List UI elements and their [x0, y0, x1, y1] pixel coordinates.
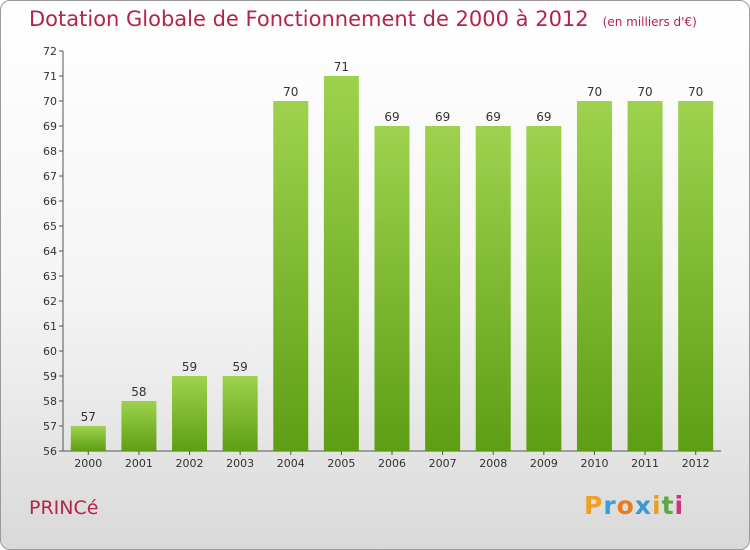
bar: [475, 126, 511, 451]
x-tick-label: 2007: [429, 457, 457, 470]
data-label: 69: [536, 110, 551, 124]
logo-letter: P: [584, 491, 604, 520]
bar: [172, 376, 208, 451]
chart-axes: 56 57 58 59 60 61 62 63 64 65 66 67 68 69 70 71 72 2000 20…: [43, 45, 721, 470]
commune-name: PRINCé: [29, 497, 99, 519]
x-tick-label: 2001: [125, 457, 153, 470]
chart-title: Dotation Globale de Fonctionnement de 20…: [29, 7, 697, 31]
bar: [627, 101, 663, 451]
x-tick-label: 2006: [378, 457, 406, 470]
logo-letter: r: [603, 491, 617, 520]
x-tick-label: 2003: [226, 457, 254, 470]
y-tick-label: 67: [43, 170, 57, 183]
data-label: 69: [435, 110, 450, 124]
bar: [526, 126, 562, 451]
x-tick-label: 2009: [530, 457, 558, 470]
y-tick-label: 70: [43, 95, 57, 108]
y-tick-label: 72: [43, 45, 57, 58]
x-tick-label: 2004: [277, 457, 305, 470]
y-tick-label: 64: [43, 245, 57, 258]
y-tick-label: 59: [43, 370, 57, 383]
bar: [121, 401, 157, 451]
data-label: 70: [587, 85, 602, 99]
data-label: 70: [637, 85, 652, 99]
x-tick-label: 2008: [479, 457, 507, 470]
bar: [678, 101, 714, 451]
x-tick-label: 2011: [631, 457, 659, 470]
logo-letter: x: [634, 491, 652, 520]
bar: [374, 126, 410, 451]
proxiti-logo: Proxiti: [584, 491, 684, 520]
logo-letter: o: [616, 491, 635, 520]
x-tick-label: 2012: [682, 457, 710, 470]
logo-letter: t: [661, 491, 675, 520]
data-label: 69: [486, 110, 501, 124]
data-label: 59: [182, 360, 197, 374]
chart-data-labels: 57 58 59 59 70 71 69 69 69 69 70 70 70: [81, 60, 704, 424]
data-label: 59: [233, 360, 248, 374]
y-tick-label: 65: [43, 220, 57, 233]
title-text: Dotation Globale de Fonctionnement de 20…: [29, 7, 589, 31]
bar: [576, 101, 612, 451]
bar: [273, 101, 309, 451]
y-tick-label: 66: [43, 195, 57, 208]
x-tick-label: 2005: [327, 457, 355, 470]
y-tick-label: 60: [43, 345, 57, 358]
bar: [70, 426, 106, 451]
y-tick-label: 68: [43, 145, 57, 158]
data-label: 70: [283, 85, 298, 99]
x-tick-label: 2000: [74, 457, 102, 470]
y-tick-label: 71: [43, 70, 57, 83]
x-tick-label: 2002: [176, 457, 204, 470]
data-label: 57: [81, 410, 96, 424]
chart-bars: [70, 76, 714, 451]
y-tick-label: 62: [43, 295, 57, 308]
data-label: 70: [688, 85, 703, 99]
y-tick-label: 57: [43, 420, 57, 433]
y-tick-label: 61: [43, 320, 57, 333]
data-label: 58: [131, 385, 146, 399]
bar: [425, 126, 461, 451]
data-label: 71: [334, 60, 349, 74]
logo-letter: i: [674, 491, 685, 520]
y-tick-label: 69: [43, 120, 57, 133]
bar: [222, 376, 258, 451]
y-tick-label: 63: [43, 270, 57, 283]
bar: [323, 76, 359, 451]
unit-label: (en milliers d'€): [602, 15, 697, 29]
y-tick-label: 56: [43, 445, 57, 458]
y-tick-label: 58: [43, 395, 57, 408]
x-tick-label: 2010: [580, 457, 608, 470]
data-label: 69: [384, 110, 399, 124]
logo-letter: i: [652, 491, 662, 520]
